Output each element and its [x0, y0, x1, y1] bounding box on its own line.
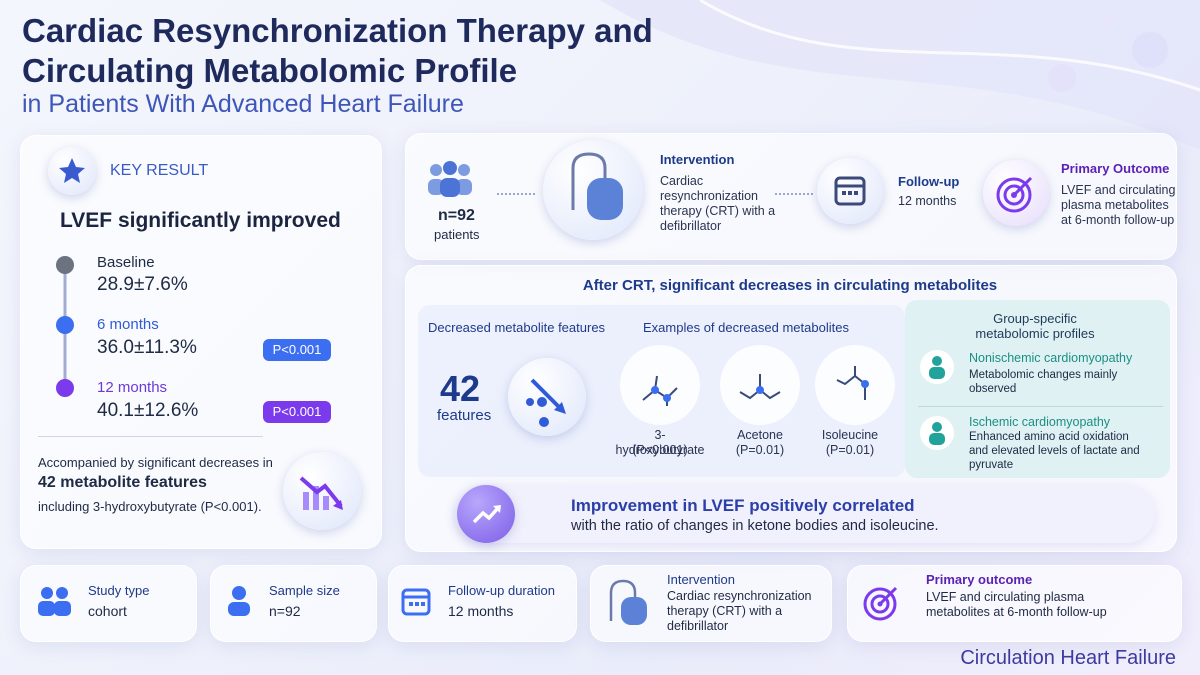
metabolite-p: (P=0.01) — [735, 443, 785, 457]
target-icon — [983, 160, 1049, 226]
correlation-bold: Improvement in LVEF positively correlate… — [571, 496, 915, 515]
people-icon — [38, 587, 71, 616]
step-title: Intervention — [660, 152, 735, 167]
person-icon — [228, 586, 250, 616]
timepoint-value: 40.1±12.6% — [97, 400, 199, 421]
step-title: Follow-up — [898, 174, 960, 189]
panel-title: Examples of decreased metabolites — [643, 320, 849, 335]
title-line: Cardiac Resynchronization Therapy and — [22, 12, 653, 49]
molecule-icons — [620, 345, 895, 425]
note-bold: 42 metabolite features — [38, 474, 207, 491]
device-icon — [543, 140, 643, 240]
note: including 3-hydroxybutyrate (P<0.001). — [38, 499, 262, 514]
calendar-icon — [401, 588, 431, 616]
footer-text: LVEF and circulating plasma metabolites … — [926, 590, 1107, 619]
section-title: After CRT, significant decreases in circ… — [582, 277, 998, 294]
footer-card — [388, 565, 577, 642]
population-value: n=92 — [438, 207, 475, 224]
group-text: Metabolomic changes mainly observed — [969, 369, 1118, 395]
footer-title: Follow-up duration — [448, 583, 555, 598]
decrease-icon — [283, 452, 361, 530]
features-unit: features — [437, 407, 492, 424]
metabolite-name: Isoleucine — [821, 428, 879, 442]
groups-panel — [905, 300, 1170, 478]
note: Accompanied by significant decreases in — [38, 455, 273, 470]
step-text: 12 months — [898, 194, 957, 208]
person-icons — [920, 350, 954, 450]
footer-text: cohort — [88, 603, 127, 619]
footer-title: Primary outcome — [926, 572, 1033, 587]
correlation-text: with the ratio of changes in ketone bodi… — [571, 518, 939, 534]
timepoint-label: Baseline — [97, 254, 155, 271]
metabolite-p: (P=0.01) — [825, 443, 875, 457]
footer-title: Study type — [88, 583, 150, 598]
decrease-dots-icon — [508, 358, 586, 436]
title-line: Circulating Metabolomic Profile — [22, 52, 518, 89]
metabolite-name: 3-hydroxybutyrate — [615, 428, 705, 457]
group-name: Nonischemic cardiomyopathy — [969, 351, 1133, 365]
footer-title: Intervention — [667, 572, 735, 587]
metabolite-name: Acetone — [737, 428, 783, 442]
divider — [38, 436, 263, 437]
features-value: 42 — [440, 368, 481, 409]
arrow — [497, 193, 535, 195]
calendar-icon — [817, 158, 883, 224]
key-result-label: KEY RESULT — [110, 162, 209, 179]
timepoint-label: 6 months — [97, 316, 159, 333]
p-badge: P<0.001 — [263, 339, 331, 361]
timepoint-label: 12 months — [97, 379, 168, 396]
panel-title: Group-specific metabolomic profiles — [975, 311, 1095, 341]
timeline — [56, 256, 74, 397]
star-icon — [48, 147, 96, 195]
metabolite-p: (P<0.001) — [632, 443, 688, 457]
arrow — [775, 193, 813, 195]
footer-text: 12 months — [448, 603, 514, 619]
footer-text: Cardiac resynchronization therapy (CRT) … — [667, 589, 812, 633]
headline: LVEF significantly improved — [60, 209, 341, 232]
step-text: Cardiac resynchronization therapy (CRT) … — [660, 174, 776, 233]
footer-card — [847, 565, 1182, 642]
subtitle: in Patients With Advanced Heart Failure — [22, 90, 464, 118]
footer-title: Sample size — [269, 583, 340, 598]
step-title: Primary Outcome — [1061, 161, 1170, 176]
panel-title: Decreased metabolite features — [428, 320, 606, 335]
journal: Circulation Heart Failure — [960, 647, 1176, 669]
timepoint-value: 28.9±7.6% — [97, 274, 188, 295]
group-name: Ischemic cardiomyopathy — [969, 415, 1111, 429]
step-text: LVEF and circulating plasma metabolites … — [1061, 183, 1176, 227]
trend-icon — [457, 485, 515, 543]
group-text: Enhanced amino acid oxidation and elevat… — [969, 431, 1140, 471]
divider — [918, 406, 1163, 407]
target-icon — [863, 586, 898, 621]
footer-text: n=92 — [269, 603, 301, 619]
timepoint-value: 36.0±11.3% — [97, 337, 197, 358]
correlation-pill — [455, 485, 1155, 543]
people-icon — [428, 161, 472, 197]
device-icon — [609, 579, 647, 625]
population-label: patients — [434, 227, 480, 242]
p-badge: P<0.001 — [263, 401, 331, 423]
